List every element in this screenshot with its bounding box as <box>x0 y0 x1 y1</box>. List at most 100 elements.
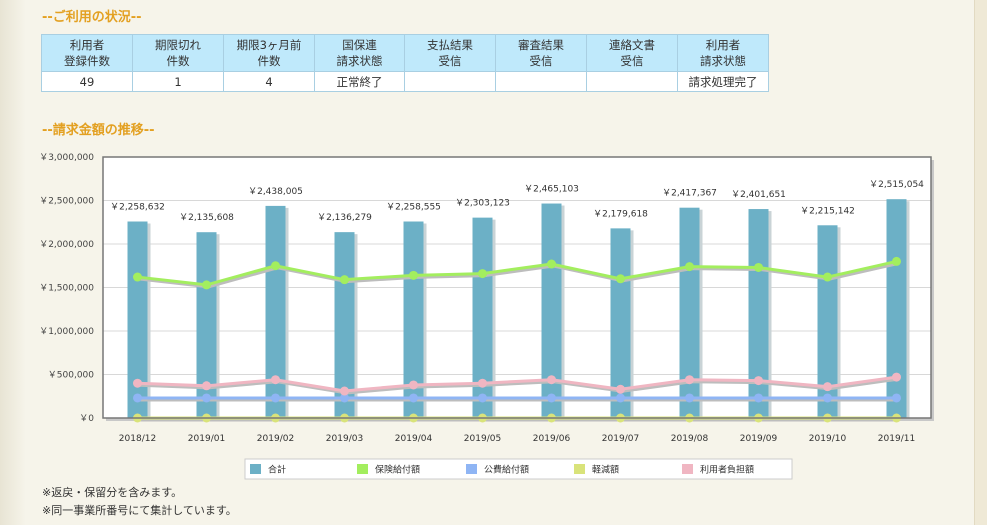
bar-total <box>472 217 493 418</box>
bar-total <box>610 228 631 418</box>
table-row: 49 1 4 正常終了 請求処理完了 <box>41 71 769 92</box>
bar-value-label: ￥2,438,005 <box>248 187 303 197</box>
legend-label: 公費給付額 <box>484 464 529 476</box>
x-tick-label: 2019/09 <box>740 434 778 444</box>
x-tick-label: 2019/06 <box>533 434 571 444</box>
bar-value-label: ￥2,417,367 <box>662 189 717 199</box>
bar-total <box>127 221 148 418</box>
series-point <box>202 393 211 403</box>
series-point <box>133 272 142 282</box>
legend-swatch <box>682 464 693 474</box>
y-tick-label: ￥1,000,000 <box>39 327 94 337</box>
bar-value-label: ￥2,179,618 <box>593 209 648 219</box>
header-review-result: 審査結果 受信 <box>495 34 587 72</box>
series-point <box>754 393 763 403</box>
x-tick-label: 2019/03 <box>326 434 363 444</box>
series-point <box>202 280 211 290</box>
page-left-shadow <box>0 0 26 525</box>
series-point <box>409 393 418 403</box>
bar-value-label: ￥2,135,608 <box>179 213 234 223</box>
series-point <box>754 376 763 386</box>
series-point <box>685 262 694 272</box>
table-header-row: 利用者 登録件数 期限切れ 件数 期限3ヶ月前 件数 国保連 請求状態 支払結果 受信 審… <box>41 34 769 72</box>
series-point <box>616 274 625 284</box>
bar-value-label: ￥2,136,279 <box>317 213 372 223</box>
legend-label: 保険給付額 <box>375 464 420 476</box>
bar-total <box>679 207 700 418</box>
plot-border <box>102 156 932 419</box>
legend-label: 軽減額 <box>592 464 619 476</box>
header-expired-count: 期限切れ 件数 <box>132 34 224 72</box>
cell-kokuho-status: 正常終了 <box>314 71 405 92</box>
x-tick-label: 2019/01 <box>188 434 225 444</box>
page-right-edge <box>974 0 987 525</box>
legend-swatch <box>466 464 477 474</box>
series-point <box>547 393 556 403</box>
cell-user-billing: 請求処理完了 <box>677 71 769 92</box>
x-tick-label: 2019/10 <box>809 434 847 444</box>
series-point <box>616 393 625 403</box>
series-line-shadow <box>139 261 899 289</box>
series-point <box>685 393 694 403</box>
bar-total <box>265 205 286 418</box>
header-expiring-count: 期限3ヶ月前 件数 <box>223 34 315 72</box>
y-tick-label: ￥2,000,000 <box>39 240 94 250</box>
y-tick-label: ￥0 <box>79 414 94 424</box>
series-point <box>133 378 142 388</box>
bar-value-label: ￥2,258,632 <box>110 202 165 212</box>
legend-swatch <box>357 464 368 474</box>
x-tick-label: 2019/11 <box>878 434 915 444</box>
series-point <box>685 375 694 385</box>
x-tick-label: 2019/02 <box>257 434 294 444</box>
bar-total <box>196 232 217 418</box>
bar-value-label: ￥2,515,054 <box>869 180 924 190</box>
bar-total <box>886 199 907 418</box>
series-point <box>892 393 901 403</box>
bar-value-label: ￥2,215,142 <box>800 206 855 216</box>
x-tick-label: 2019/04 <box>395 434 433 444</box>
x-tick-label: 2018/12 <box>119 434 156 444</box>
cell-expiring-count: 4 <box>223 71 315 92</box>
usage-status-table: 利用者 登録件数 期限切れ 件数 期限3ヶ月前 件数 国保連 請求状態 支払結果 受信 審… <box>41 34 769 92</box>
header-user-billing: 利用者 請求状態 <box>677 34 769 72</box>
legend-box <box>244 458 793 480</box>
series-point <box>823 272 832 282</box>
series-point <box>409 380 418 390</box>
legend-label: 利用者負担額 <box>700 464 754 476</box>
y-tick-label: ￥3,000,000 <box>39 153 94 163</box>
series-point <box>478 393 487 403</box>
series-point <box>616 384 625 394</box>
series-point <box>271 393 280 403</box>
series-point <box>202 381 211 391</box>
series-point <box>340 386 349 396</box>
series-point <box>478 269 487 279</box>
legend-swatch <box>574 464 585 474</box>
x-tick-label: 2019/07 <box>602 434 639 444</box>
usage-section-title: --ご利用の状況-- <box>42 10 142 25</box>
trend-section-title: --請求金額の推移-- <box>42 123 155 138</box>
header-payment-result: 支払結果 受信 <box>404 34 496 72</box>
bar-total <box>748 209 769 418</box>
legend-label: 合計 <box>268 464 286 476</box>
bar-value-label: ￥2,401,651 <box>731 190 786 200</box>
note-office-number: ※同一事業所番号にて集計しています。 <box>42 504 237 517</box>
series-point <box>547 259 556 269</box>
series-point <box>823 382 832 392</box>
series-line-shadow <box>139 377 899 395</box>
series-point <box>271 375 280 385</box>
y-tick-label: ￥1,500,000 <box>39 284 94 294</box>
cell-user-count: 49 <box>41 71 133 92</box>
x-tick-label: 2019/05 <box>464 434 501 444</box>
bar-value-label: ￥2,465,103 <box>524 185 579 195</box>
series-point <box>409 270 418 280</box>
y-tick-label: ￥2,500,000 <box>39 197 94 207</box>
bar-value-label: ￥2,303,123 <box>455 199 510 209</box>
y-tick-label: ￥500,000 <box>48 371 94 381</box>
bar-value-label: ￥2,258,555 <box>386 203 441 213</box>
legend-swatch <box>250 464 261 474</box>
series-line <box>137 259 897 287</box>
series-point <box>340 275 349 285</box>
series-point <box>547 375 556 385</box>
series-point <box>892 372 901 382</box>
